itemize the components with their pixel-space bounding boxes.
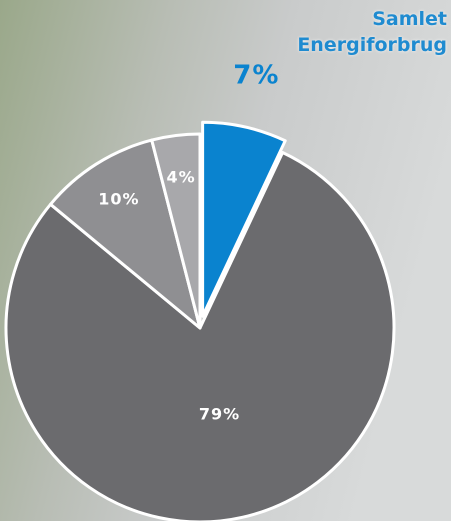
data-label: 79% [199, 405, 240, 424]
pie-slice [201, 120, 287, 318]
pie-slice [150, 132, 202, 330]
chart-title: Samlet Energiforbrug [297, 8, 447, 56]
data-label: 4% [166, 167, 195, 186]
data-label: 10% [98, 190, 139, 209]
pie-slice [4, 150, 396, 521]
data-label: 7% [233, 60, 279, 90]
